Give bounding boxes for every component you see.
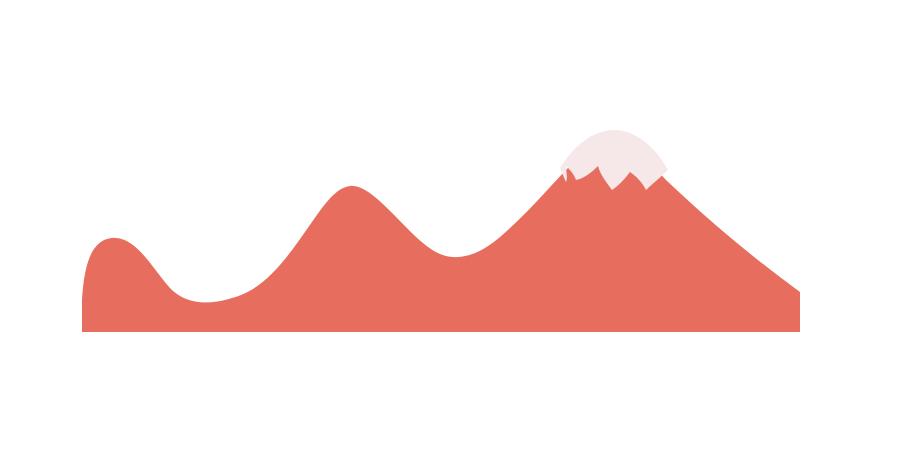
- snowcap-shape: [560, 130, 668, 190]
- mountain-silhouette: [82, 140, 800, 332]
